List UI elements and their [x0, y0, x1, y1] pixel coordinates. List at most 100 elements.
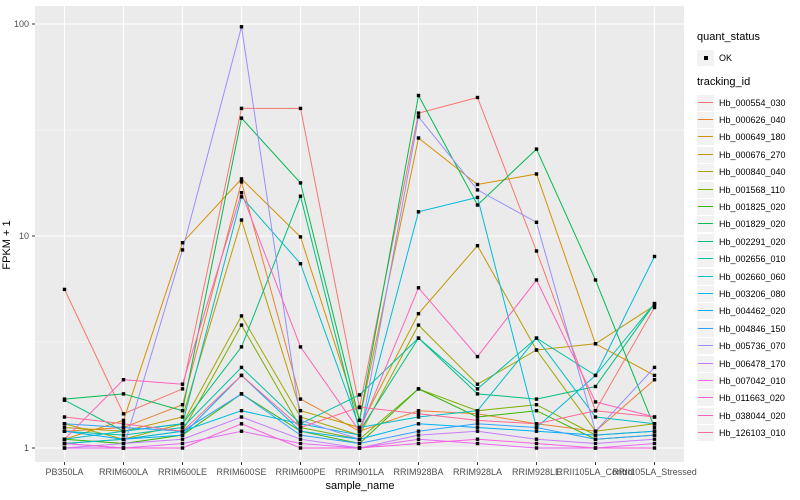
data-point: [534, 422, 539, 426]
legend-key-line: [697, 129, 714, 146]
data-point: [534, 220, 539, 224]
legend-item-label: Hb_011663_020: [719, 393, 785, 404]
legend-line-swatch: [698, 310, 713, 312]
data-point: [416, 415, 421, 419]
legend-item-label: Hb_002291_020: [719, 236, 786, 247]
data-point: [239, 323, 244, 327]
data-point: [475, 188, 480, 192]
data-point: [121, 433, 126, 437]
data-point: [652, 305, 657, 310]
legend-item-label: Hb_004846_150: [719, 323, 786, 334]
data-point: [357, 433, 362, 437]
data-point: [239, 314, 244, 318]
data-point: [239, 392, 244, 396]
data-point: [121, 418, 126, 423]
data-point: [121, 446, 126, 450]
data-point: [416, 115, 421, 119]
data-point: [534, 278, 539, 282]
legend-line-swatch: [698, 414, 713, 416]
data-point: [475, 441, 480, 446]
data-point: [534, 429, 539, 433]
legend-item-Hb_002660_060: Hb_002660_060: [697, 268, 786, 285]
data-point: [475, 418, 480, 423]
legend-line-swatch: [698, 327, 713, 329]
data-point: [593, 278, 598, 282]
data-point: [416, 409, 421, 413]
data-point: [180, 446, 185, 450]
y-tick-label: 100: [14, 19, 29, 29]
legend-item-label: Hb_002660_060: [719, 271, 786, 282]
x-tick-label: RRIM928LE: [512, 467, 561, 477]
x-axis-title: sample_name: [325, 480, 395, 492]
legend-item-Hb_011663_020: Hb_011663_020: [697, 390, 786, 407]
legend-line-swatch: [698, 379, 713, 381]
data-point: [180, 415, 185, 419]
data-point: [121, 412, 126, 416]
data-point: [180, 433, 185, 437]
legend-item-Hb_000554_030: Hb_000554_030: [697, 94, 786, 111]
x-tick-label: RRIM600LE: [158, 467, 207, 477]
data-point: [62, 441, 67, 446]
data-point: [298, 397, 303, 401]
data-point: [475, 382, 480, 386]
data-point: [298, 437, 303, 441]
data-point: [475, 387, 480, 391]
data-point: [357, 437, 362, 441]
legend-line-swatch: [698, 101, 713, 103]
data-point: [180, 429, 185, 433]
data-point: [121, 378, 126, 382]
data-point: [239, 373, 244, 378]
legend-key-line: [697, 251, 714, 268]
data-point: [534, 441, 539, 446]
y-axis-title: FPKM + 1: [1, 220, 13, 270]
legend-line-swatch: [698, 240, 713, 242]
legend-item-Hb_038044_020: Hb_038044_020: [697, 407, 786, 424]
data-point: [593, 384, 598, 389]
legend-line-swatch: [698, 258, 713, 260]
data-point: [416, 323, 421, 327]
data-point: [298, 262, 303, 266]
data-point: [239, 25, 244, 29]
data-point: [475, 182, 480, 187]
data-point: [298, 418, 303, 423]
data-point: [534, 437, 539, 441]
data-point: [652, 365, 657, 370]
legend-item-label: Hb_000676_270: [719, 149, 786, 160]
data-point: [652, 433, 657, 437]
legend-tracking-id: tracking_id Hb_000554_030 Hb_000626_040 Hb…: [697, 76, 786, 442]
data-point: [180, 437, 185, 441]
data-point: [652, 378, 657, 382]
legend-item-label: Hb_000649_180: [719, 132, 786, 143]
legend-line-swatch: [698, 171, 713, 173]
legend-line-swatch: [698, 362, 713, 364]
x-tick-label: RRIM928LA: [453, 467, 502, 477]
data-point: [180, 422, 185, 426]
data-point: [593, 415, 598, 419]
data-point: [298, 345, 303, 349]
data-point: [121, 429, 126, 433]
data-point: [239, 409, 244, 413]
legend-line-swatch: [698, 188, 713, 190]
legend-item-label: Hb_000840_040: [719, 167, 786, 178]
legend-key-line: [697, 199, 714, 216]
data-point: [652, 446, 657, 450]
legend-quant-status: quant_status OK: [697, 31, 760, 66]
data-point: [593, 373, 598, 378]
data-point: [239, 106, 244, 111]
data-point: [416, 136, 421, 140]
legend-title-quant-status: quant_status: [697, 31, 760, 43]
data-point: [180, 387, 185, 391]
data-point: [239, 195, 244, 199]
legend-item-Hb_002656_010: Hb_002656_010: [697, 251, 786, 268]
legend-item-Hb_000626_040: Hb_000626_040: [697, 111, 786, 129]
data-point: [62, 415, 67, 419]
x-tick-label: RRIM928BA: [393, 467, 443, 477]
legend-line-swatch: [698, 206, 713, 208]
data-point: [298, 422, 303, 426]
data-point: [475, 195, 480, 200]
legend-key-line: [697, 390, 714, 407]
x-tick-label: RRIM600PE: [275, 467, 325, 477]
data-point: [239, 429, 244, 433]
data-point: [475, 429, 480, 433]
